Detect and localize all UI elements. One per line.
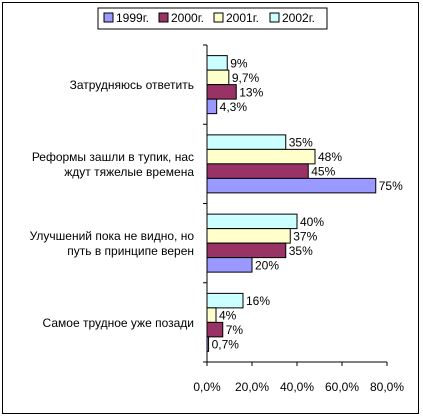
- bar: [206, 69, 230, 86]
- data-label: 13%: [239, 85, 263, 99]
- bar: [206, 163, 309, 179]
- category-label: Реформы зашли в тупик, нас: [32, 150, 194, 164]
- data-label: 0,7%: [212, 338, 240, 352]
- data-label: 9,7%: [232, 71, 260, 85]
- x-tick-label: 40,0%: [280, 380, 314, 394]
- legend-label: 2000г.: [171, 11, 204, 25]
- legend-label: 1999г.: [116, 11, 149, 25]
- bar: [206, 257, 253, 273]
- data-label: 7%: [226, 323, 244, 337]
- legend-swatch: [158, 12, 169, 23]
- legend-swatch: [103, 12, 114, 23]
- data-label: 35%: [289, 244, 313, 258]
- bar: [206, 242, 287, 259]
- data-label: 20%: [255, 258, 279, 272]
- data-label: 16%: [246, 294, 270, 308]
- bar: [206, 228, 291, 244]
- bar: [206, 321, 224, 338]
- bar: [206, 213, 298, 230]
- x-tick-label: 80,0%: [370, 380, 404, 394]
- legend-label: 2002г.: [282, 11, 315, 25]
- data-label: 9%: [230, 56, 248, 70]
- category-label: Улучшений пока не видно, но: [30, 229, 195, 243]
- legend-swatch: [269, 12, 280, 23]
- legend-label: 2001г.: [226, 11, 259, 25]
- legend-swatch: [213, 12, 224, 23]
- x-tick-label: 60,0%: [325, 380, 359, 394]
- category-label: путь в принципе верен: [67, 244, 194, 258]
- data-label: 75%: [379, 179, 403, 193]
- data-label: 37%: [293, 229, 317, 243]
- bar: [206, 134, 287, 150]
- category-label: Самое трудное уже позади: [43, 316, 194, 330]
- bar: [206, 148, 316, 165]
- data-label: 40%: [300, 215, 324, 229]
- category-label: ждут тяжелые времена: [64, 165, 194, 179]
- data-label: 35%: [289, 136, 313, 150]
- data-label: 4%: [219, 309, 237, 323]
- x-tick-label: 0,0%: [193, 380, 221, 394]
- category-label: Затрудняюсь ответить: [70, 78, 194, 92]
- bar: [206, 98, 218, 115]
- bar: [206, 177, 377, 194]
- data-label: 45%: [311, 165, 335, 179]
- bar: [206, 292, 244, 309]
- bar: [206, 307, 217, 323]
- x-tick-label: 20,0%: [235, 380, 269, 394]
- bar: [206, 84, 237, 100]
- bar: [206, 55, 228, 71]
- data-label: 4,3%: [220, 100, 248, 114]
- data-label: 48%: [318, 150, 342, 164]
